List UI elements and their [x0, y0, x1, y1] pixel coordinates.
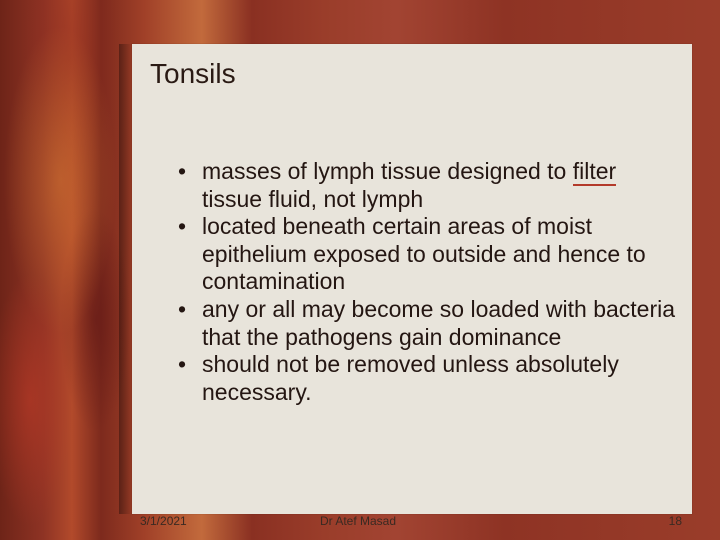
bullet-text-pre: should not be removed unless absolutely … [202, 351, 619, 405]
bullet-list: masses of lymph tissue designed to filte… [178, 158, 678, 406]
panel-left-shadow [119, 44, 132, 514]
slide-title: Tonsils [150, 58, 236, 90]
slide-footer: 3/1/2021 Dr Atef Masad 18 [140, 514, 700, 528]
bullet-text-pre: any or all may become so loaded with bac… [202, 296, 675, 350]
list-item: located beneath certain areas of moist e… [178, 213, 678, 296]
list-item: masses of lymph tissue designed to filte… [178, 158, 678, 213]
bullet-text-underlined: filter [573, 158, 616, 186]
footer-author: Dr Atef Masad [300, 514, 650, 528]
list-item: should not be removed unless absolutely … [178, 351, 678, 406]
list-item: any or all may become so loaded with bac… [178, 296, 678, 351]
bullet-text-pre: masses of lymph tissue designed to [202, 158, 573, 184]
footer-page-number: 18 [650, 514, 700, 528]
bullet-text-post: tissue fluid, not lymph [202, 186, 423, 212]
footer-date: 3/1/2021 [140, 514, 300, 528]
bullet-text-pre: located beneath certain areas of moist e… [202, 213, 646, 294]
